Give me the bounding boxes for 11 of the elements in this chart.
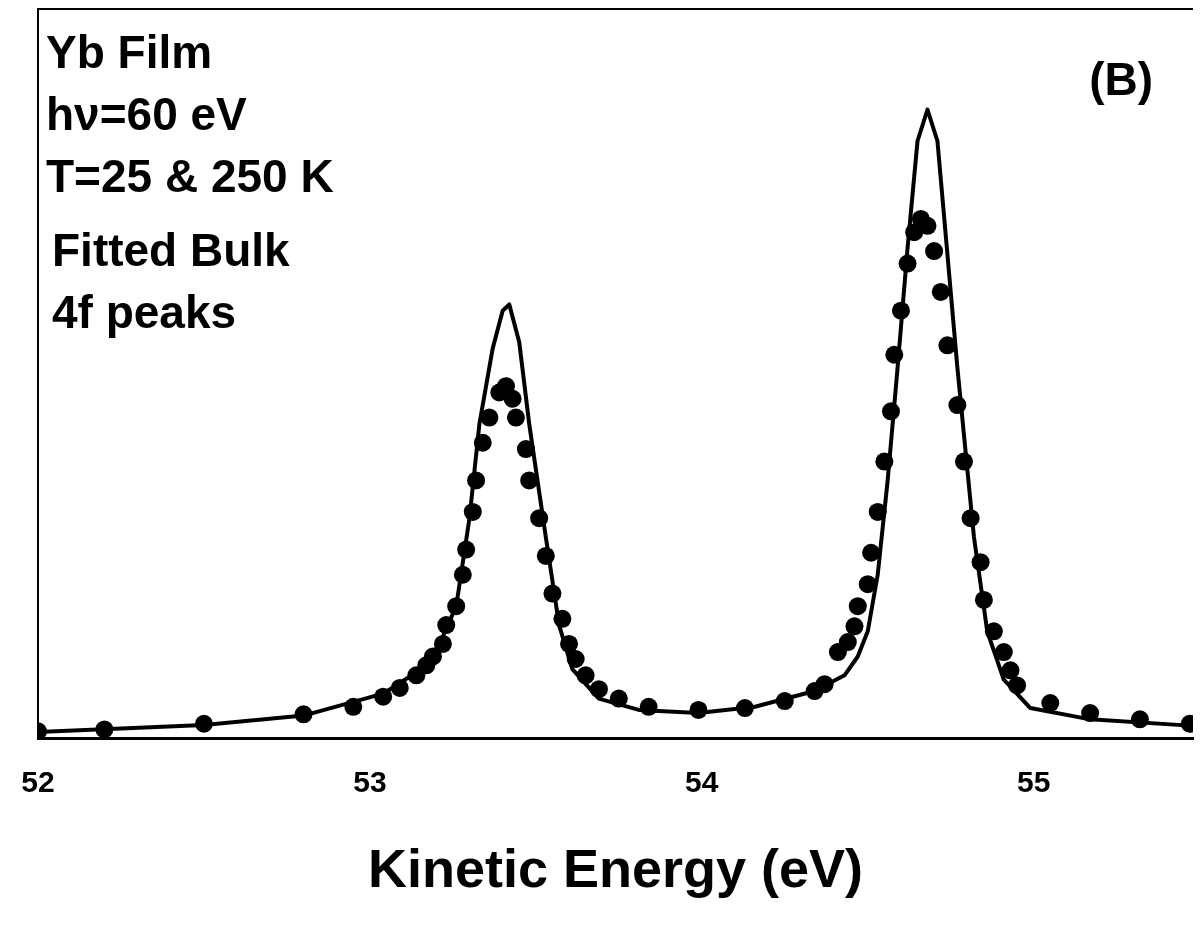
text: Yb Film xyxy=(46,26,213,78)
annotation: hν=60 eV xyxy=(46,88,248,140)
x-tick-label: 55 xyxy=(1017,765,1051,799)
x-tick-label: 52 xyxy=(21,765,55,799)
annotation: Fitted Bulk xyxy=(52,224,291,276)
text: (B) xyxy=(1089,53,1153,105)
x-axis-title: Kinetic Energy (eV) xyxy=(367,838,864,899)
annotation: T=25 & 250 K xyxy=(46,150,334,202)
x-tick-label: 53 xyxy=(353,765,387,799)
x-tick-label: 54 xyxy=(685,765,719,799)
annotation: 4f peaks xyxy=(52,286,237,338)
